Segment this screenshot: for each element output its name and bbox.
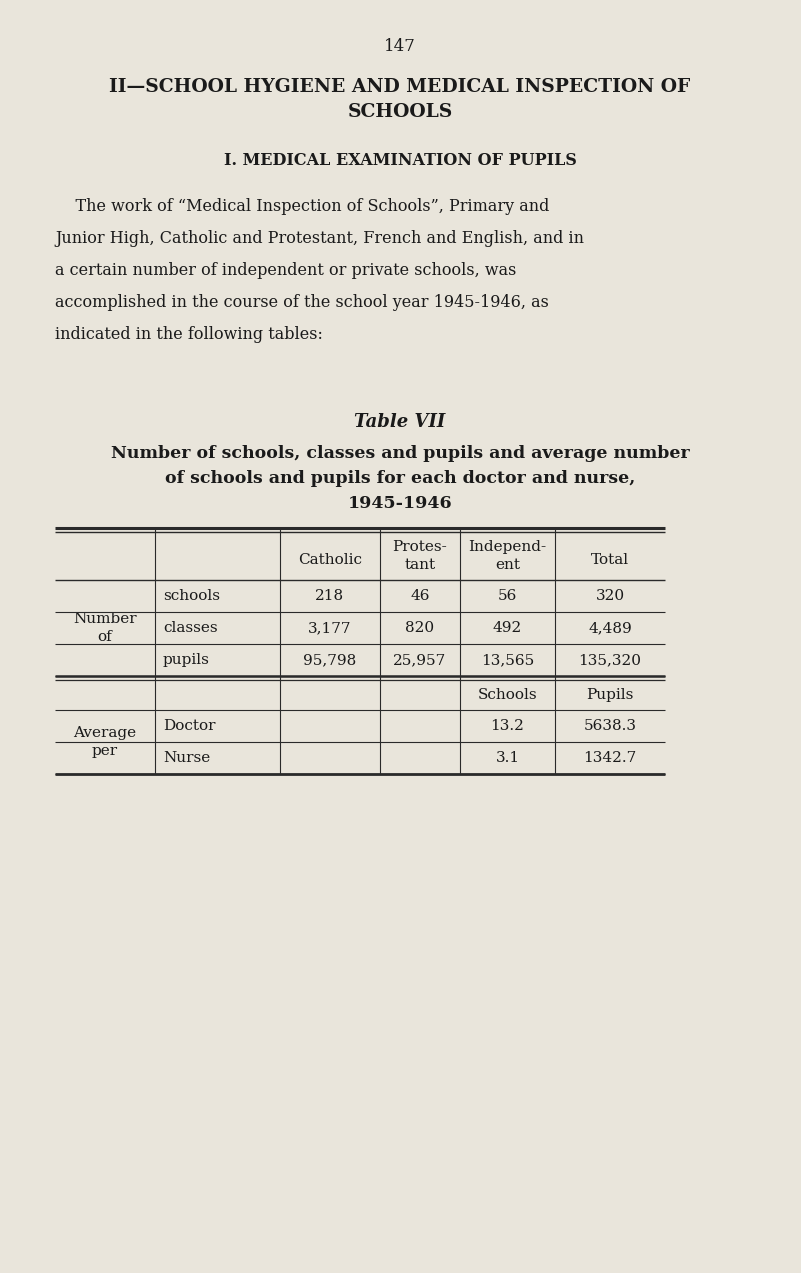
Text: 320: 320	[595, 589, 625, 603]
Text: 13.2: 13.2	[490, 719, 525, 733]
Text: indicated in the following tables:: indicated in the following tables:	[55, 326, 323, 342]
Text: Table VII: Table VII	[354, 412, 445, 432]
Text: Protes-
tant: Protes- tant	[392, 540, 448, 572]
Text: II—SCHOOL HYGIENE AND MEDICAL INSPECTION OF: II—SCHOOL HYGIENE AND MEDICAL INSPECTION…	[110, 78, 690, 95]
Text: Doctor: Doctor	[163, 719, 215, 733]
Text: 135,320: 135,320	[578, 653, 642, 667]
Text: Pupils: Pupils	[586, 687, 634, 701]
Text: 4,489: 4,489	[588, 621, 632, 635]
Text: 492: 492	[493, 621, 522, 635]
Text: 95,798: 95,798	[304, 653, 356, 667]
Text: Schools: Schools	[477, 687, 537, 701]
Text: pupils: pupils	[163, 653, 210, 667]
Text: Catholic: Catholic	[298, 552, 362, 566]
Text: 147: 147	[384, 38, 416, 55]
Text: accomplished in the course of the school year 1945-1946, as: accomplished in the course of the school…	[55, 294, 549, 311]
Text: schools: schools	[163, 589, 220, 603]
Text: Total: Total	[591, 552, 629, 566]
Text: 56: 56	[497, 589, 517, 603]
Text: 13,565: 13,565	[481, 653, 534, 667]
Text: 1945-1946: 1945-1946	[348, 495, 453, 512]
Text: 218: 218	[316, 589, 344, 603]
Text: 1342.7: 1342.7	[583, 751, 637, 765]
Text: Average
per: Average per	[74, 726, 136, 759]
Text: 5638.3: 5638.3	[583, 719, 637, 733]
Text: 46: 46	[410, 589, 430, 603]
Text: I. MEDICAL EXAMINATION OF PUPILS: I. MEDICAL EXAMINATION OF PUPILS	[223, 151, 577, 169]
Text: 3,177: 3,177	[308, 621, 352, 635]
Text: SCHOOLS: SCHOOLS	[348, 103, 453, 121]
Text: 3.1: 3.1	[496, 751, 520, 765]
Text: Number
of: Number of	[73, 612, 137, 644]
Text: Junior High, Catholic and Protestant, French and English, and in: Junior High, Catholic and Protestant, Fr…	[55, 230, 584, 247]
Text: of schools and pupils for each doctor and nurse,: of schools and pupils for each doctor an…	[165, 470, 635, 488]
Text: 820: 820	[405, 621, 435, 635]
Text: a certain number of independent or private schools, was: a certain number of independent or priva…	[55, 262, 517, 279]
Text: The work of “Medical Inspection of Schools”, Primary and: The work of “Medical Inspection of Schoo…	[55, 199, 549, 215]
Text: Nurse: Nurse	[163, 751, 210, 765]
Text: classes: classes	[163, 621, 218, 635]
Text: 25,957: 25,957	[393, 653, 447, 667]
Text: Independ-
ent: Independ- ent	[469, 540, 546, 572]
Text: Number of schools, classes and pupils and average number: Number of schools, classes and pupils an…	[111, 446, 690, 462]
